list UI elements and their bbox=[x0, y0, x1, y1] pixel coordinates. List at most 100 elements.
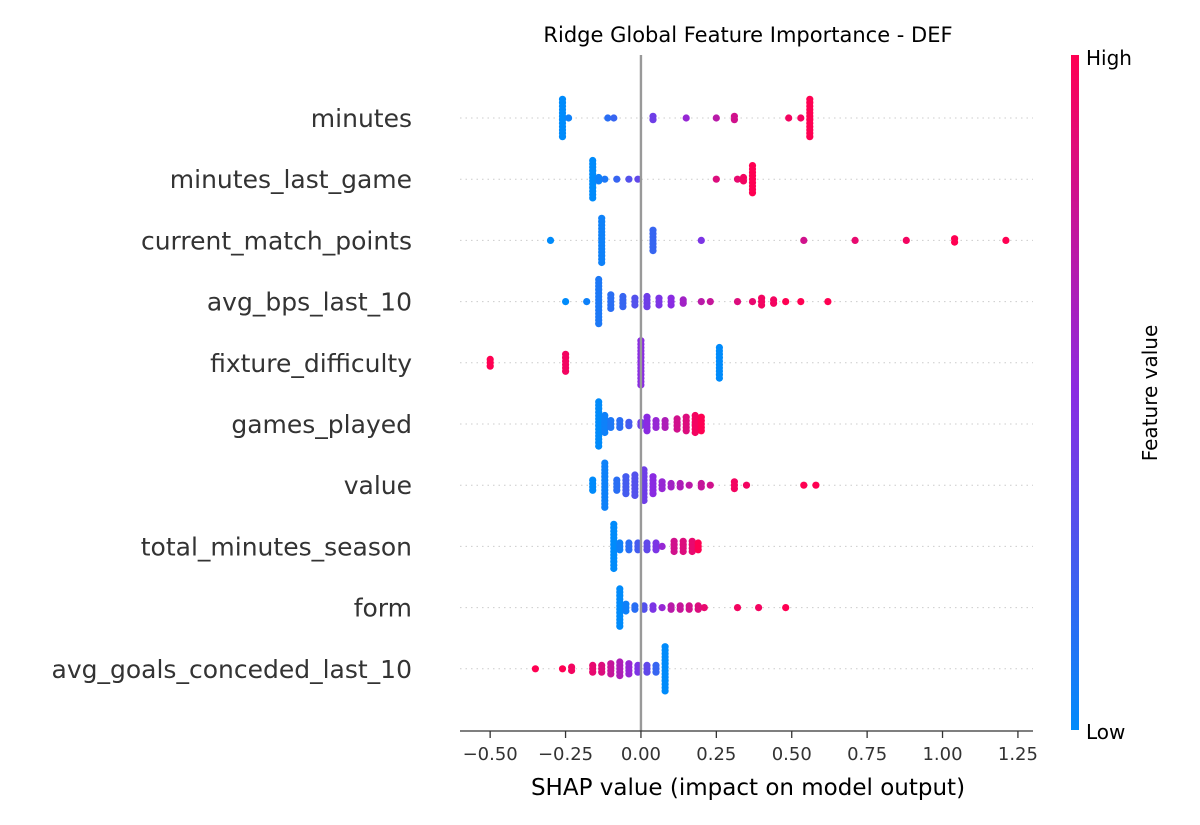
shap-point bbox=[610, 114, 618, 122]
shap-point bbox=[715, 374, 724, 382]
x-axis-ticks: −0.50 −0.25 0.00 0.25 0.50 0.75 1.00 1.25 bbox=[463, 731, 1038, 765]
shap-point bbox=[676, 605, 684, 613]
shap-point bbox=[688, 547, 696, 556]
feature-label: total_minutes_season bbox=[141, 532, 412, 561]
shap-point bbox=[700, 604, 708, 612]
shap-point bbox=[595, 320, 603, 328]
shap-point bbox=[712, 175, 720, 183]
shap-point bbox=[679, 547, 687, 556]
shap-point bbox=[673, 425, 681, 433]
shap-point bbox=[595, 442, 603, 450]
shap-point bbox=[800, 236, 808, 244]
shap-point bbox=[546, 236, 555, 244]
feature-label: minutes bbox=[311, 104, 412, 133]
x-tick-label: 0.25 bbox=[696, 744, 736, 765]
shap-point bbox=[589, 486, 597, 494]
shap-point bbox=[622, 607, 630, 615]
shap-point bbox=[652, 546, 660, 554]
shap-point bbox=[676, 483, 684, 491]
shap-point bbox=[649, 116, 657, 124]
shap-point bbox=[658, 485, 666, 493]
shap-point bbox=[812, 481, 820, 489]
feature-label: form bbox=[354, 594, 412, 623]
shap-point bbox=[697, 427, 705, 435]
shap-point bbox=[694, 605, 702, 613]
shap-point bbox=[667, 301, 675, 309]
shap-point bbox=[583, 298, 591, 306]
shap-point bbox=[568, 666, 576, 675]
shap-point bbox=[694, 546, 702, 554]
shap-point bbox=[634, 175, 642, 183]
shap-point bbox=[613, 175, 621, 183]
feature-label: avg_goals_conceded_last_10 bbox=[52, 655, 412, 684]
shap-point bbox=[598, 668, 606, 676]
shap-point bbox=[619, 303, 627, 311]
shap-point bbox=[616, 622, 624, 630]
shap-point bbox=[558, 665, 567, 673]
shap-point bbox=[616, 423, 624, 431]
colorbar-title: Feature value bbox=[1138, 325, 1162, 462]
shap-point bbox=[607, 423, 615, 431]
shap-point bbox=[649, 605, 657, 613]
shap-point bbox=[610, 564, 618, 573]
shap-point bbox=[649, 490, 657, 498]
shap-point bbox=[601, 175, 609, 183]
shap-point bbox=[640, 496, 648, 505]
shap-point bbox=[601, 428, 609, 437]
shap-point bbox=[682, 114, 690, 122]
feature-label: minutes_last_game bbox=[170, 165, 412, 194]
shap-point bbox=[685, 605, 693, 613]
feature-label: avg_bps_last_10 bbox=[207, 288, 412, 317]
shap-point bbox=[562, 298, 570, 306]
shap-point bbox=[598, 258, 606, 267]
shap-point bbox=[733, 604, 742, 612]
shap-point bbox=[643, 546, 651, 554]
shap-point bbox=[748, 298, 757, 306]
x-tick-label: −0.50 bbox=[463, 744, 518, 765]
shap-point bbox=[755, 604, 763, 612]
shap-point bbox=[782, 604, 790, 612]
shap-point bbox=[616, 672, 624, 680]
shap-point bbox=[562, 367, 570, 375]
shap-point bbox=[643, 427, 651, 435]
shap-point bbox=[631, 301, 639, 309]
shap-point bbox=[670, 547, 678, 556]
x-tick-label: −0.25 bbox=[538, 744, 593, 765]
shap-point bbox=[631, 605, 639, 613]
shap-point bbox=[595, 177, 603, 185]
shap-point bbox=[625, 670, 633, 678]
shap-point bbox=[652, 668, 660, 676]
shap-point bbox=[824, 298, 832, 306]
shap-point bbox=[634, 546, 642, 554]
shap-point bbox=[697, 236, 705, 244]
shap-point bbox=[558, 133, 567, 141]
shap-point bbox=[565, 114, 573, 122]
shap-point bbox=[640, 605, 648, 613]
shap-point bbox=[851, 236, 859, 244]
shap-point bbox=[643, 303, 651, 311]
feature-label: games_played bbox=[231, 410, 412, 439]
shap-point bbox=[607, 670, 615, 678]
x-tick-label: 1.25 bbox=[998, 744, 1038, 765]
x-tick-label: 1.00 bbox=[922, 744, 962, 765]
shap-point bbox=[622, 490, 630, 498]
shap-point bbox=[730, 116, 739, 124]
chart-title: Ridge Global Feature Importance - DEF bbox=[543, 23, 952, 47]
shap-point bbox=[613, 486, 621, 494]
shap-point bbox=[712, 114, 720, 122]
shap-point bbox=[667, 605, 675, 613]
shap-point bbox=[730, 485, 739, 493]
shap-point bbox=[634, 668, 642, 676]
shap-point bbox=[697, 483, 705, 491]
feature-rows: minutes minutes_last_game current_match_po… bbox=[52, 104, 1033, 684]
shap-point bbox=[685, 481, 693, 489]
shap-point bbox=[682, 427, 690, 435]
shap-point bbox=[706, 481, 714, 489]
shap-point bbox=[589, 668, 597, 676]
colorbar-high-label: High bbox=[1086, 46, 1132, 70]
colorbar-low-label: Low bbox=[1086, 720, 1125, 744]
shap-point bbox=[1002, 236, 1010, 244]
shap-point bbox=[691, 428, 699, 437]
x-tick-label: 0.75 bbox=[847, 744, 887, 765]
